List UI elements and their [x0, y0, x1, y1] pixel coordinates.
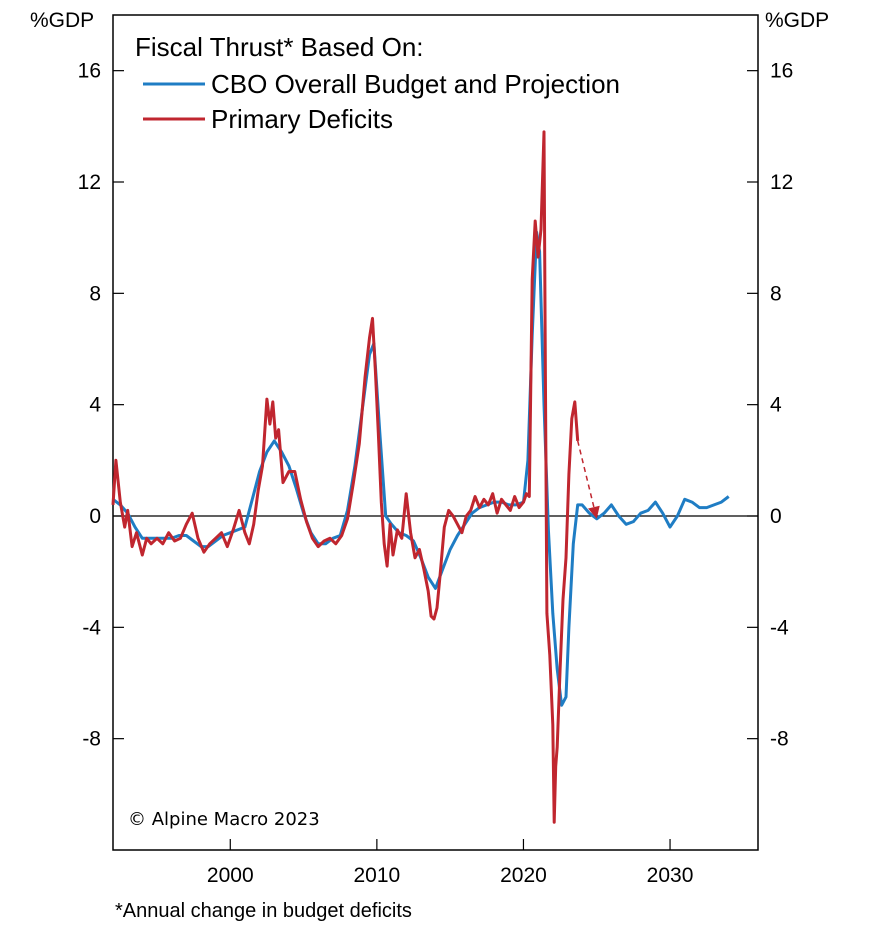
x-tick-label: 2010 [354, 864, 401, 887]
plot-frame [112, 14, 759, 851]
y-tick-label-left: -8 [82, 728, 101, 751]
left-unit-label: %GDP [30, 9, 94, 32]
left-y-axis: 16 12 8 4 0 -4 -8 [78, 60, 124, 751]
x-tick-label: 2020 [500, 864, 547, 887]
y-tick-label-left: 0 [89, 505, 101, 528]
footnote: *Annual change in budget deficits [115, 900, 412, 922]
legend-label-cbo: CBO Overall Budget and Projection [211, 69, 620, 99]
right-y-axis: 16 12 8 4 0 -4 -8 [747, 60, 793, 751]
y-tick-label-left: 4 [89, 394, 101, 417]
annotation-layer [576, 440, 600, 519]
y-tick-label-right: -8 [770, 728, 789, 751]
annotation-arrow-head [588, 505, 600, 519]
x-axis: 2000 2010 2020 2030 [207, 839, 693, 887]
y-tick-label-right: -4 [770, 616, 789, 639]
series-line-cbo [112, 230, 730, 707]
copyright-text: © Alpine Macro 2023 [128, 809, 320, 830]
series-line-primary-deficits [111, 130, 580, 824]
legend-title: Fiscal Thrust* Based On: [135, 32, 424, 62]
y-tick-label-right: 0 [770, 505, 782, 528]
y-tick-label-left: 12 [78, 171, 101, 194]
annotation-arrow-line [576, 440, 598, 519]
y-tick-label-right: 16 [770, 60, 793, 83]
y-tick-label-left: 8 [89, 282, 101, 305]
series-layer [111, 130, 730, 824]
x-tick-label: 2030 [647, 864, 694, 887]
right-unit-label: %GDP [765, 9, 829, 32]
y-tick-label-right: 8 [770, 282, 782, 305]
y-tick-label-left: -4 [82, 616, 101, 639]
y-tick-label-left: 16 [78, 60, 101, 83]
y-tick-label-right: 4 [770, 394, 782, 417]
legend: Fiscal Thrust* Based On: CBO Overall Bud… [135, 32, 620, 134]
y-tick-label-right: 12 [770, 171, 793, 194]
legend-label-primary-deficits: Primary Deficits [211, 104, 393, 134]
x-tick-label: 2000 [207, 864, 254, 887]
